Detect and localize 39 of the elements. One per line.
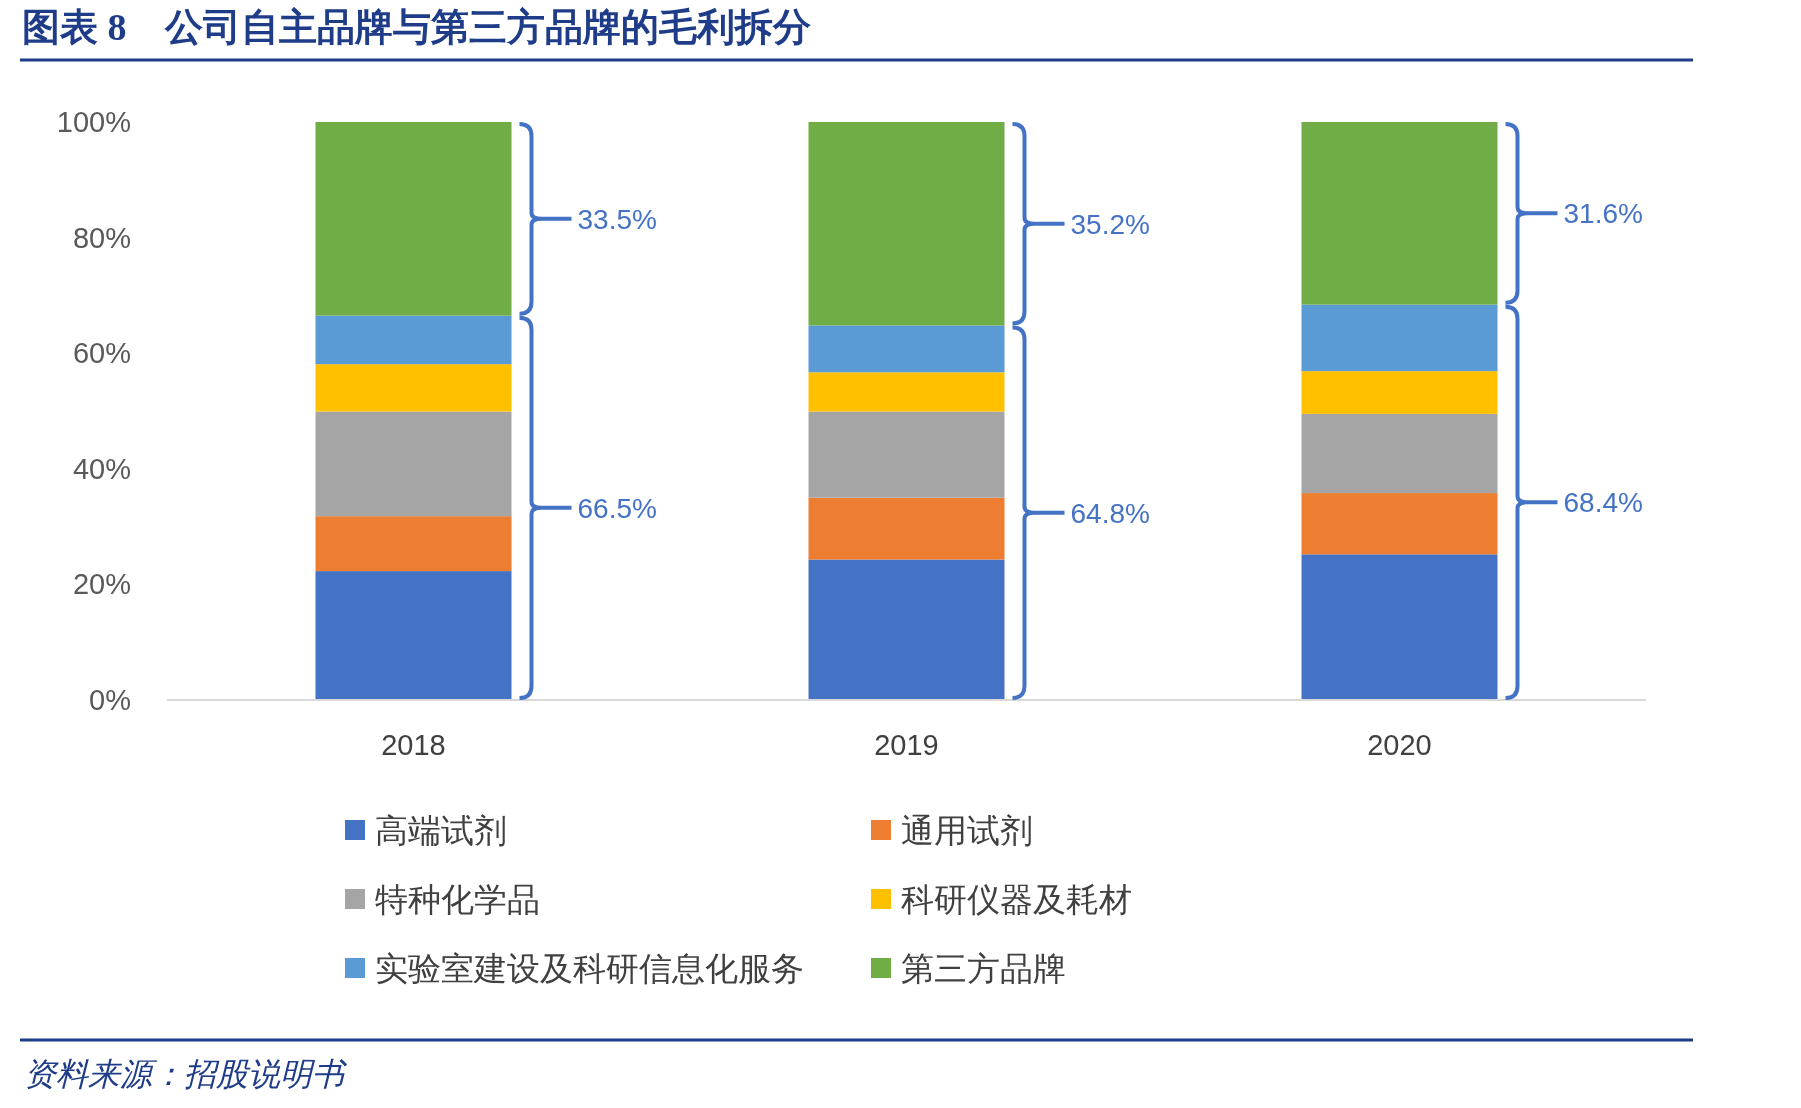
y-tick-label: 0%	[89, 684, 131, 716]
bar	[808, 411, 1005, 498]
y-tick-label: 40%	[72, 452, 131, 485]
annotation: 66.5%	[577, 492, 657, 524]
bar	[808, 559, 1005, 700]
text: 资料来源：招股说明书	[24, 1056, 348, 1092]
bar	[1301, 304, 1498, 372]
x-tick-label: 2018	[381, 729, 446, 761]
bar	[1301, 554, 1498, 700]
bar	[808, 372, 1005, 412]
annotation: 64.8%	[1070, 497, 1150, 529]
bar	[315, 571, 512, 700]
legend-label: 特种化学品	[375, 881, 540, 918]
annotation: 31.6%	[1563, 198, 1643, 230]
bar	[808, 122, 1005, 326]
legend-label: 第三方品牌	[901, 950, 1066, 987]
bar	[315, 315, 512, 365]
bar	[808, 325, 1005, 373]
y-tick-label: 100%	[56, 106, 131, 138]
annotation: 35.2%	[1070, 208, 1150, 240]
bar	[1301, 413, 1498, 494]
bar	[1301, 493, 1498, 555]
legend-label: 高端试剂	[375, 812, 507, 849]
bar	[1301, 122, 1498, 305]
y-tick-label: 60%	[72, 337, 131, 370]
annotation: 33.5%	[577, 203, 657, 235]
chart-title: 图表 8 公司自主品牌与第三方品牌的毛利拆分	[22, 6, 811, 48]
bar	[808, 497, 1005, 560]
y-tick-label: 20%	[72, 568, 131, 601]
x-tick-label: 2020	[1367, 729, 1432, 761]
annotation: 68.4%	[1563, 487, 1643, 519]
bar	[315, 364, 512, 412]
bar	[315, 516, 512, 572]
bar	[315, 122, 512, 316]
legend-label: 通用试剂	[901, 812, 1033, 849]
bar	[1301, 371, 1498, 414]
x-tick-label: 2019	[874, 729, 939, 761]
y-tick-label: 80%	[72, 221, 131, 254]
bar	[315, 411, 512, 517]
